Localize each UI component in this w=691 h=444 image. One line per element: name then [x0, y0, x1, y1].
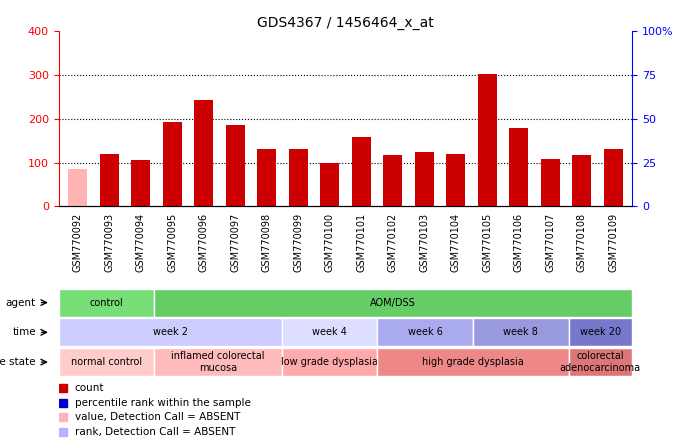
Text: high grade dysplasia: high grade dysplasia — [422, 357, 524, 367]
Text: time: time — [12, 327, 36, 337]
Text: control: control — [90, 297, 124, 308]
Text: week 2: week 2 — [153, 327, 188, 337]
Text: disease state: disease state — [0, 357, 36, 367]
Bar — [131, 160, 150, 206]
Bar — [321, 163, 339, 206]
Text: count: count — [75, 383, 104, 393]
Bar — [352, 137, 370, 206]
Text: week 20: week 20 — [580, 327, 621, 337]
Text: AOM/DSS: AOM/DSS — [370, 297, 416, 308]
Bar — [604, 150, 623, 206]
Bar — [226, 125, 245, 206]
Text: week 8: week 8 — [503, 327, 538, 337]
Text: low grade dysplasia: low grade dysplasia — [281, 357, 378, 367]
Bar — [509, 127, 529, 206]
Text: value, Detection Call = ABSENT: value, Detection Call = ABSENT — [75, 412, 240, 422]
Text: normal control: normal control — [71, 357, 142, 367]
Text: week 4: week 4 — [312, 327, 347, 337]
Text: agent: agent — [6, 297, 36, 308]
Text: rank, Detection Call = ABSENT: rank, Detection Call = ABSENT — [75, 427, 235, 437]
Bar — [478, 74, 497, 206]
Text: GDS4367 / 1456464_x_at: GDS4367 / 1456464_x_at — [257, 16, 434, 30]
Bar — [541, 159, 560, 206]
Text: percentile rank within the sample: percentile rank within the sample — [75, 398, 251, 408]
Bar — [257, 150, 276, 206]
Text: inflamed colorectal
mucosa: inflamed colorectal mucosa — [171, 351, 265, 373]
Bar — [415, 152, 434, 206]
Bar — [384, 155, 402, 206]
Bar — [572, 155, 591, 206]
Bar — [68, 169, 87, 206]
Bar — [194, 100, 213, 206]
Text: week 6: week 6 — [408, 327, 443, 337]
Bar — [162, 122, 182, 206]
Bar — [100, 154, 119, 206]
Bar — [446, 154, 465, 206]
Text: colorectal
adenocarcinoma: colorectal adenocarcinoma — [560, 351, 641, 373]
Bar — [289, 150, 307, 206]
